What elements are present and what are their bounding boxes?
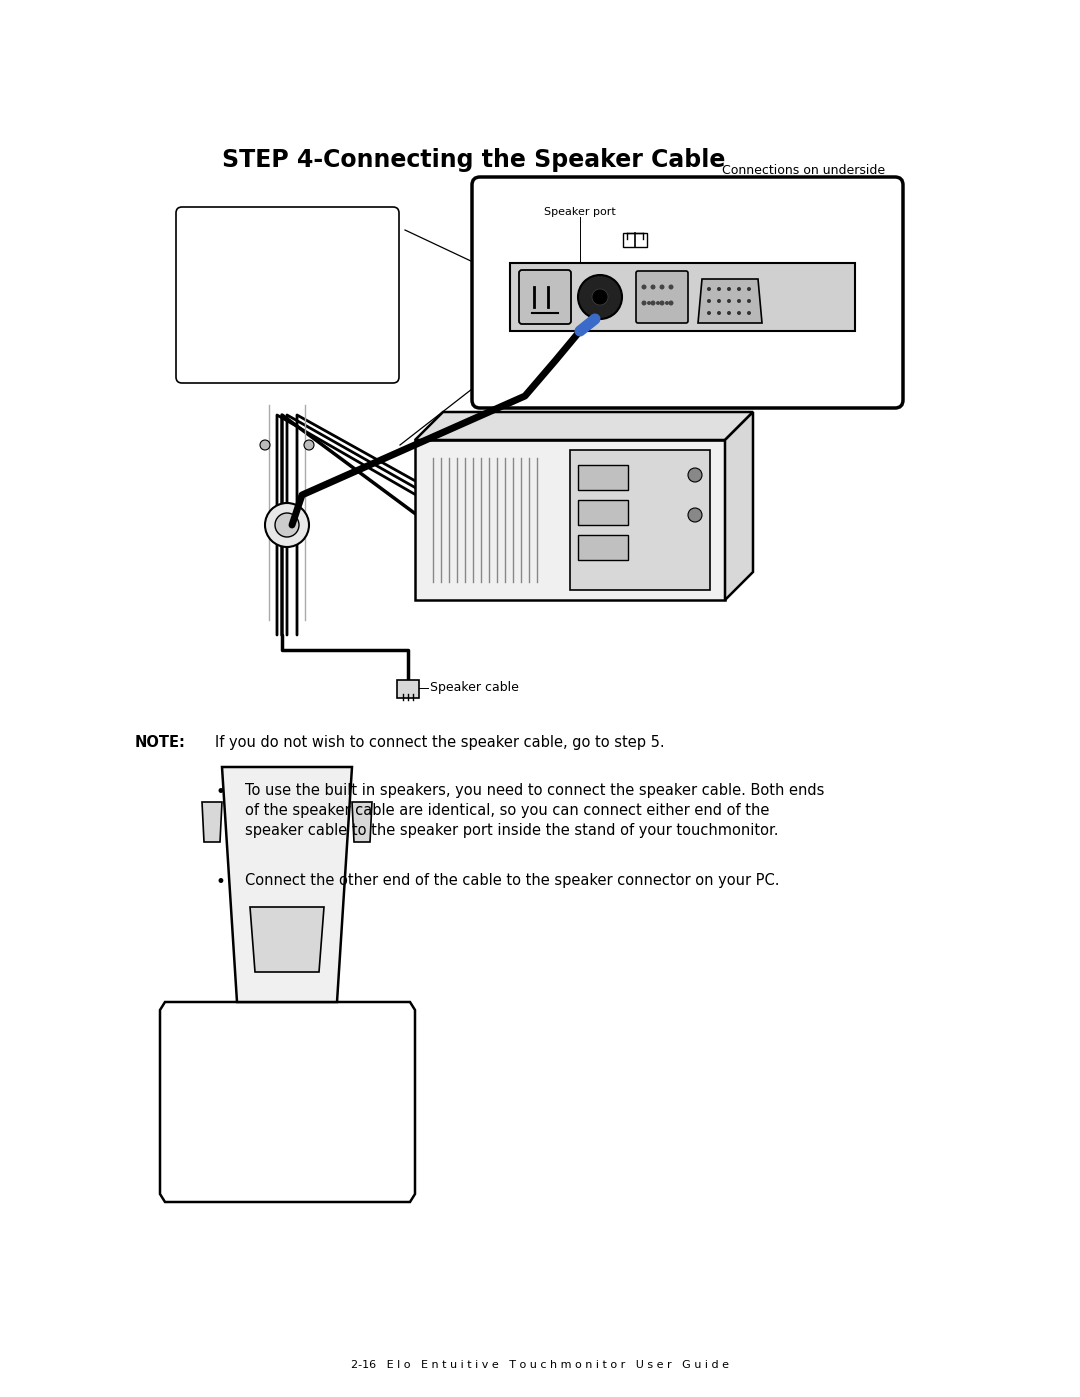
- Text: Connect the other end of the cable to the speaker connector on your PC.: Connect the other end of the cable to th…: [245, 873, 780, 888]
- Circle shape: [747, 286, 751, 291]
- Circle shape: [727, 286, 731, 291]
- Circle shape: [747, 299, 751, 303]
- Text: To use the built in speakers, you need to connect the speaker cable. Both ends: To use the built in speakers, you need t…: [245, 782, 824, 798]
- Circle shape: [660, 300, 664, 306]
- Circle shape: [647, 300, 651, 305]
- Circle shape: [665, 300, 669, 305]
- Circle shape: [707, 286, 711, 291]
- Circle shape: [669, 300, 674, 306]
- Circle shape: [707, 299, 711, 303]
- Circle shape: [303, 440, 314, 450]
- Circle shape: [707, 312, 711, 314]
- Bar: [397, 680, 419, 698]
- Circle shape: [727, 312, 731, 314]
- Polygon shape: [352, 802, 372, 842]
- Circle shape: [650, 300, 656, 306]
- Circle shape: [747, 312, 751, 314]
- Circle shape: [642, 285, 647, 289]
- Circle shape: [727, 299, 731, 303]
- Circle shape: [688, 468, 702, 482]
- FancyBboxPatch shape: [176, 207, 399, 383]
- Text: Connections on underside: Connections on underside: [721, 163, 885, 177]
- Circle shape: [660, 285, 664, 289]
- Bar: [578, 500, 627, 525]
- Circle shape: [656, 300, 660, 305]
- Bar: [578, 535, 627, 560]
- Circle shape: [717, 312, 721, 314]
- Text: Speaker cable: Speaker cable: [430, 682, 518, 694]
- Circle shape: [669, 285, 674, 289]
- Bar: [578, 465, 627, 490]
- Text: •: •: [215, 873, 225, 891]
- Circle shape: [592, 289, 608, 305]
- Text: 2-16   E l o   E n t u i t i v e   T o u c h m o n i t o r   U s e r   G u i d e: 2-16 E l o E n t u i t i v e T o u c h m…: [351, 1361, 729, 1370]
- Text: Speaker port: Speaker port: [544, 207, 616, 217]
- Text: •: •: [215, 782, 225, 800]
- Text: STEP 4-Connecting the Speaker Cable: STEP 4-Connecting the Speaker Cable: [222, 148, 726, 172]
- Polygon shape: [725, 412, 753, 599]
- Polygon shape: [249, 907, 324, 972]
- Circle shape: [275, 513, 299, 536]
- Bar: [510, 263, 855, 331]
- Circle shape: [260, 440, 270, 450]
- Polygon shape: [415, 412, 753, 440]
- Circle shape: [642, 300, 647, 306]
- Text: NOTE:: NOTE:: [135, 735, 186, 750]
- Circle shape: [578, 275, 622, 319]
- Circle shape: [737, 286, 741, 291]
- Circle shape: [650, 285, 656, 289]
- Circle shape: [717, 286, 721, 291]
- Polygon shape: [698, 279, 762, 323]
- FancyBboxPatch shape: [636, 271, 688, 323]
- Polygon shape: [202, 802, 222, 842]
- Polygon shape: [222, 767, 352, 1002]
- Polygon shape: [160, 1002, 415, 1201]
- Bar: [570, 450, 710, 590]
- Circle shape: [737, 299, 741, 303]
- Text: If you do not wish to connect the speaker cable, go to step 5.: If you do not wish to connect the speake…: [215, 735, 664, 750]
- Circle shape: [717, 299, 721, 303]
- Text: of the speaker cable are identical, so you can connect either end of the: of the speaker cable are identical, so y…: [245, 803, 769, 819]
- FancyBboxPatch shape: [472, 177, 903, 408]
- Circle shape: [688, 509, 702, 522]
- Circle shape: [737, 312, 741, 314]
- Bar: [623, 233, 647, 247]
- FancyBboxPatch shape: [519, 270, 571, 324]
- Text: speaker cable to the speaker port inside the stand of your touchmonitor.: speaker cable to the speaker port inside…: [245, 823, 779, 838]
- Bar: [415, 440, 725, 599]
- Circle shape: [265, 503, 309, 548]
